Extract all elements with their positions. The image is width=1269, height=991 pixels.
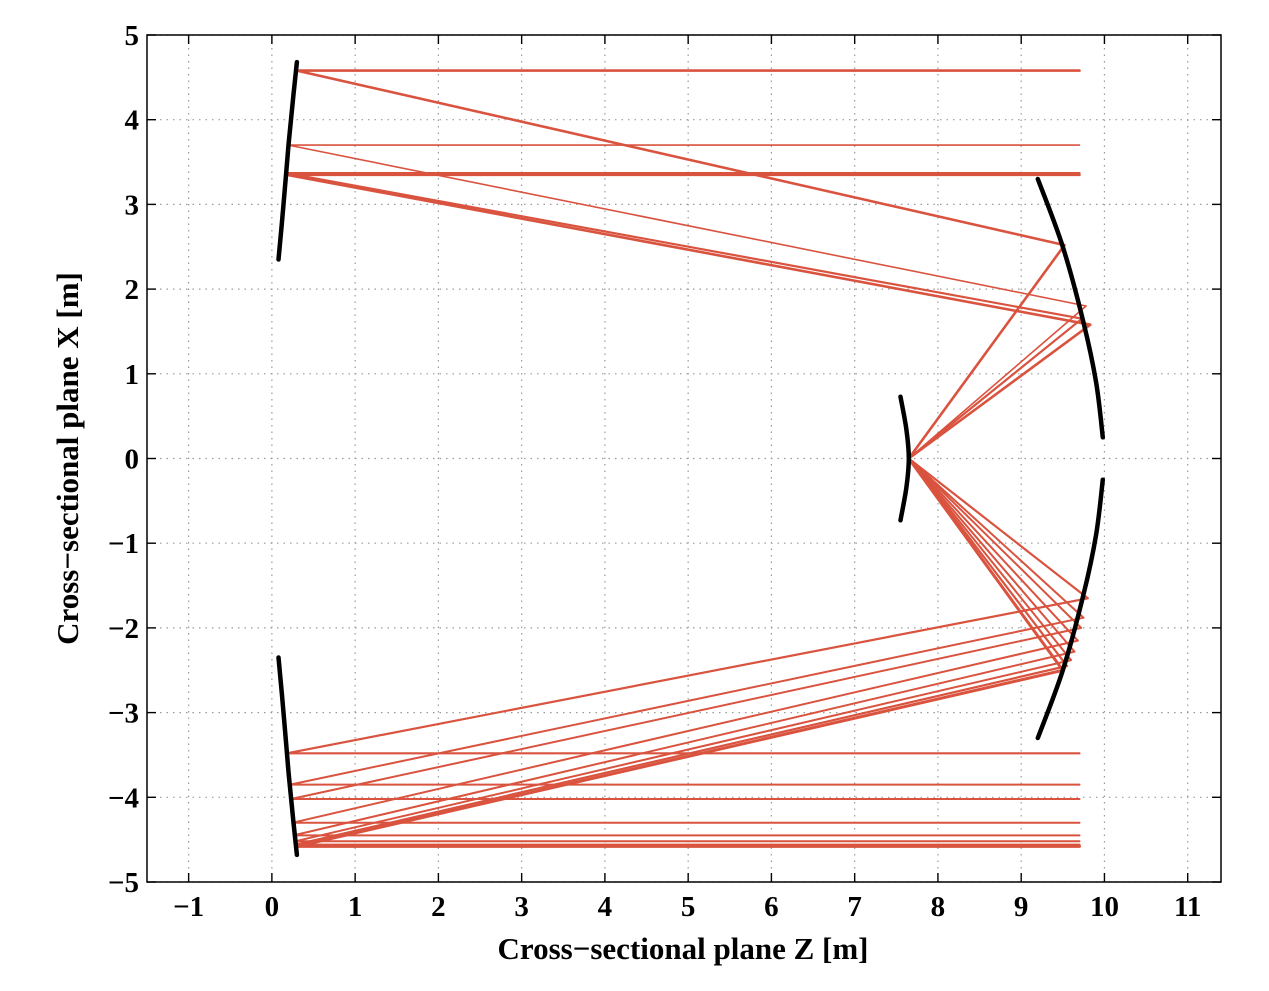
y-tick-label: 5 — [125, 20, 140, 52]
grid — [147, 34, 1221, 883]
ray-path — [287, 144, 1087, 460]
ray-path — [284, 172, 1084, 460]
x-tick-label: 6 — [764, 891, 779, 923]
x-tick-label: 5 — [681, 891, 696, 923]
ray-path — [294, 457, 1081, 843]
mirror-curve — [1035, 176, 1106, 440]
y-tick-label: 1 — [125, 359, 140, 391]
mirror-curve — [1035, 477, 1106, 741]
y-tick-label: −5 — [108, 867, 139, 899]
x-tick-label: 7 — [847, 891, 862, 923]
ray-path — [290, 457, 1083, 800]
y-tick-labels: −5 −4 −3 −2 −1 0 1 2 3 4 5 — [108, 20, 139, 899]
ray-path — [292, 457, 1081, 837]
mirror-surfaces — [276, 59, 1106, 858]
ray-path — [289, 457, 1085, 786]
x-tick-label: 10 — [1090, 891, 1119, 923]
y-tick-label: −2 — [108, 613, 139, 645]
mirror-curve — [898, 394, 912, 523]
y-tick-label: −4 — [108, 782, 139, 814]
x-tick-label: 1 — [348, 891, 363, 923]
ray-path — [285, 457, 1089, 755]
y-axis-label: Cross−sectional plane X [m] — [50, 272, 85, 645]
x-tick-label: −1 — [173, 891, 204, 923]
mirror-curve — [276, 59, 300, 262]
x-tick-label: 3 — [514, 891, 529, 923]
ray-path — [291, 457, 1081, 824]
x-tick-label: 0 — [265, 891, 280, 923]
x-axis-label: Cross−sectional plane Z [m] — [497, 931, 868, 966]
x-tick-label: 8 — [931, 891, 946, 923]
y-tick-label: −3 — [108, 698, 139, 730]
ray-path — [295, 457, 1081, 848]
x-tick-label: 2 — [431, 891, 446, 923]
x-tick-label: 11 — [1174, 891, 1201, 923]
ray-paths — [284, 69, 1092, 848]
mirror-curve — [276, 655, 300, 858]
ray-path — [295, 69, 1081, 460]
axis-ticks — [147, 34, 1221, 883]
x-tick-label: 9 — [1014, 891, 1029, 923]
x-tick-label: 4 — [598, 891, 613, 923]
y-tick-label: 4 — [125, 105, 140, 137]
ray-path — [294, 457, 1081, 846]
x-tick-labels: −1 0 1 2 3 4 5 6 7 8 9 10 11 — [173, 891, 1201, 923]
y-tick-label: 3 — [125, 189, 140, 221]
y-tick-label: 0 — [125, 444, 140, 476]
y-tick-label: −1 — [108, 528, 139, 560]
y-tick-label: 2 — [125, 274, 140, 306]
ray-path — [285, 173, 1092, 460]
